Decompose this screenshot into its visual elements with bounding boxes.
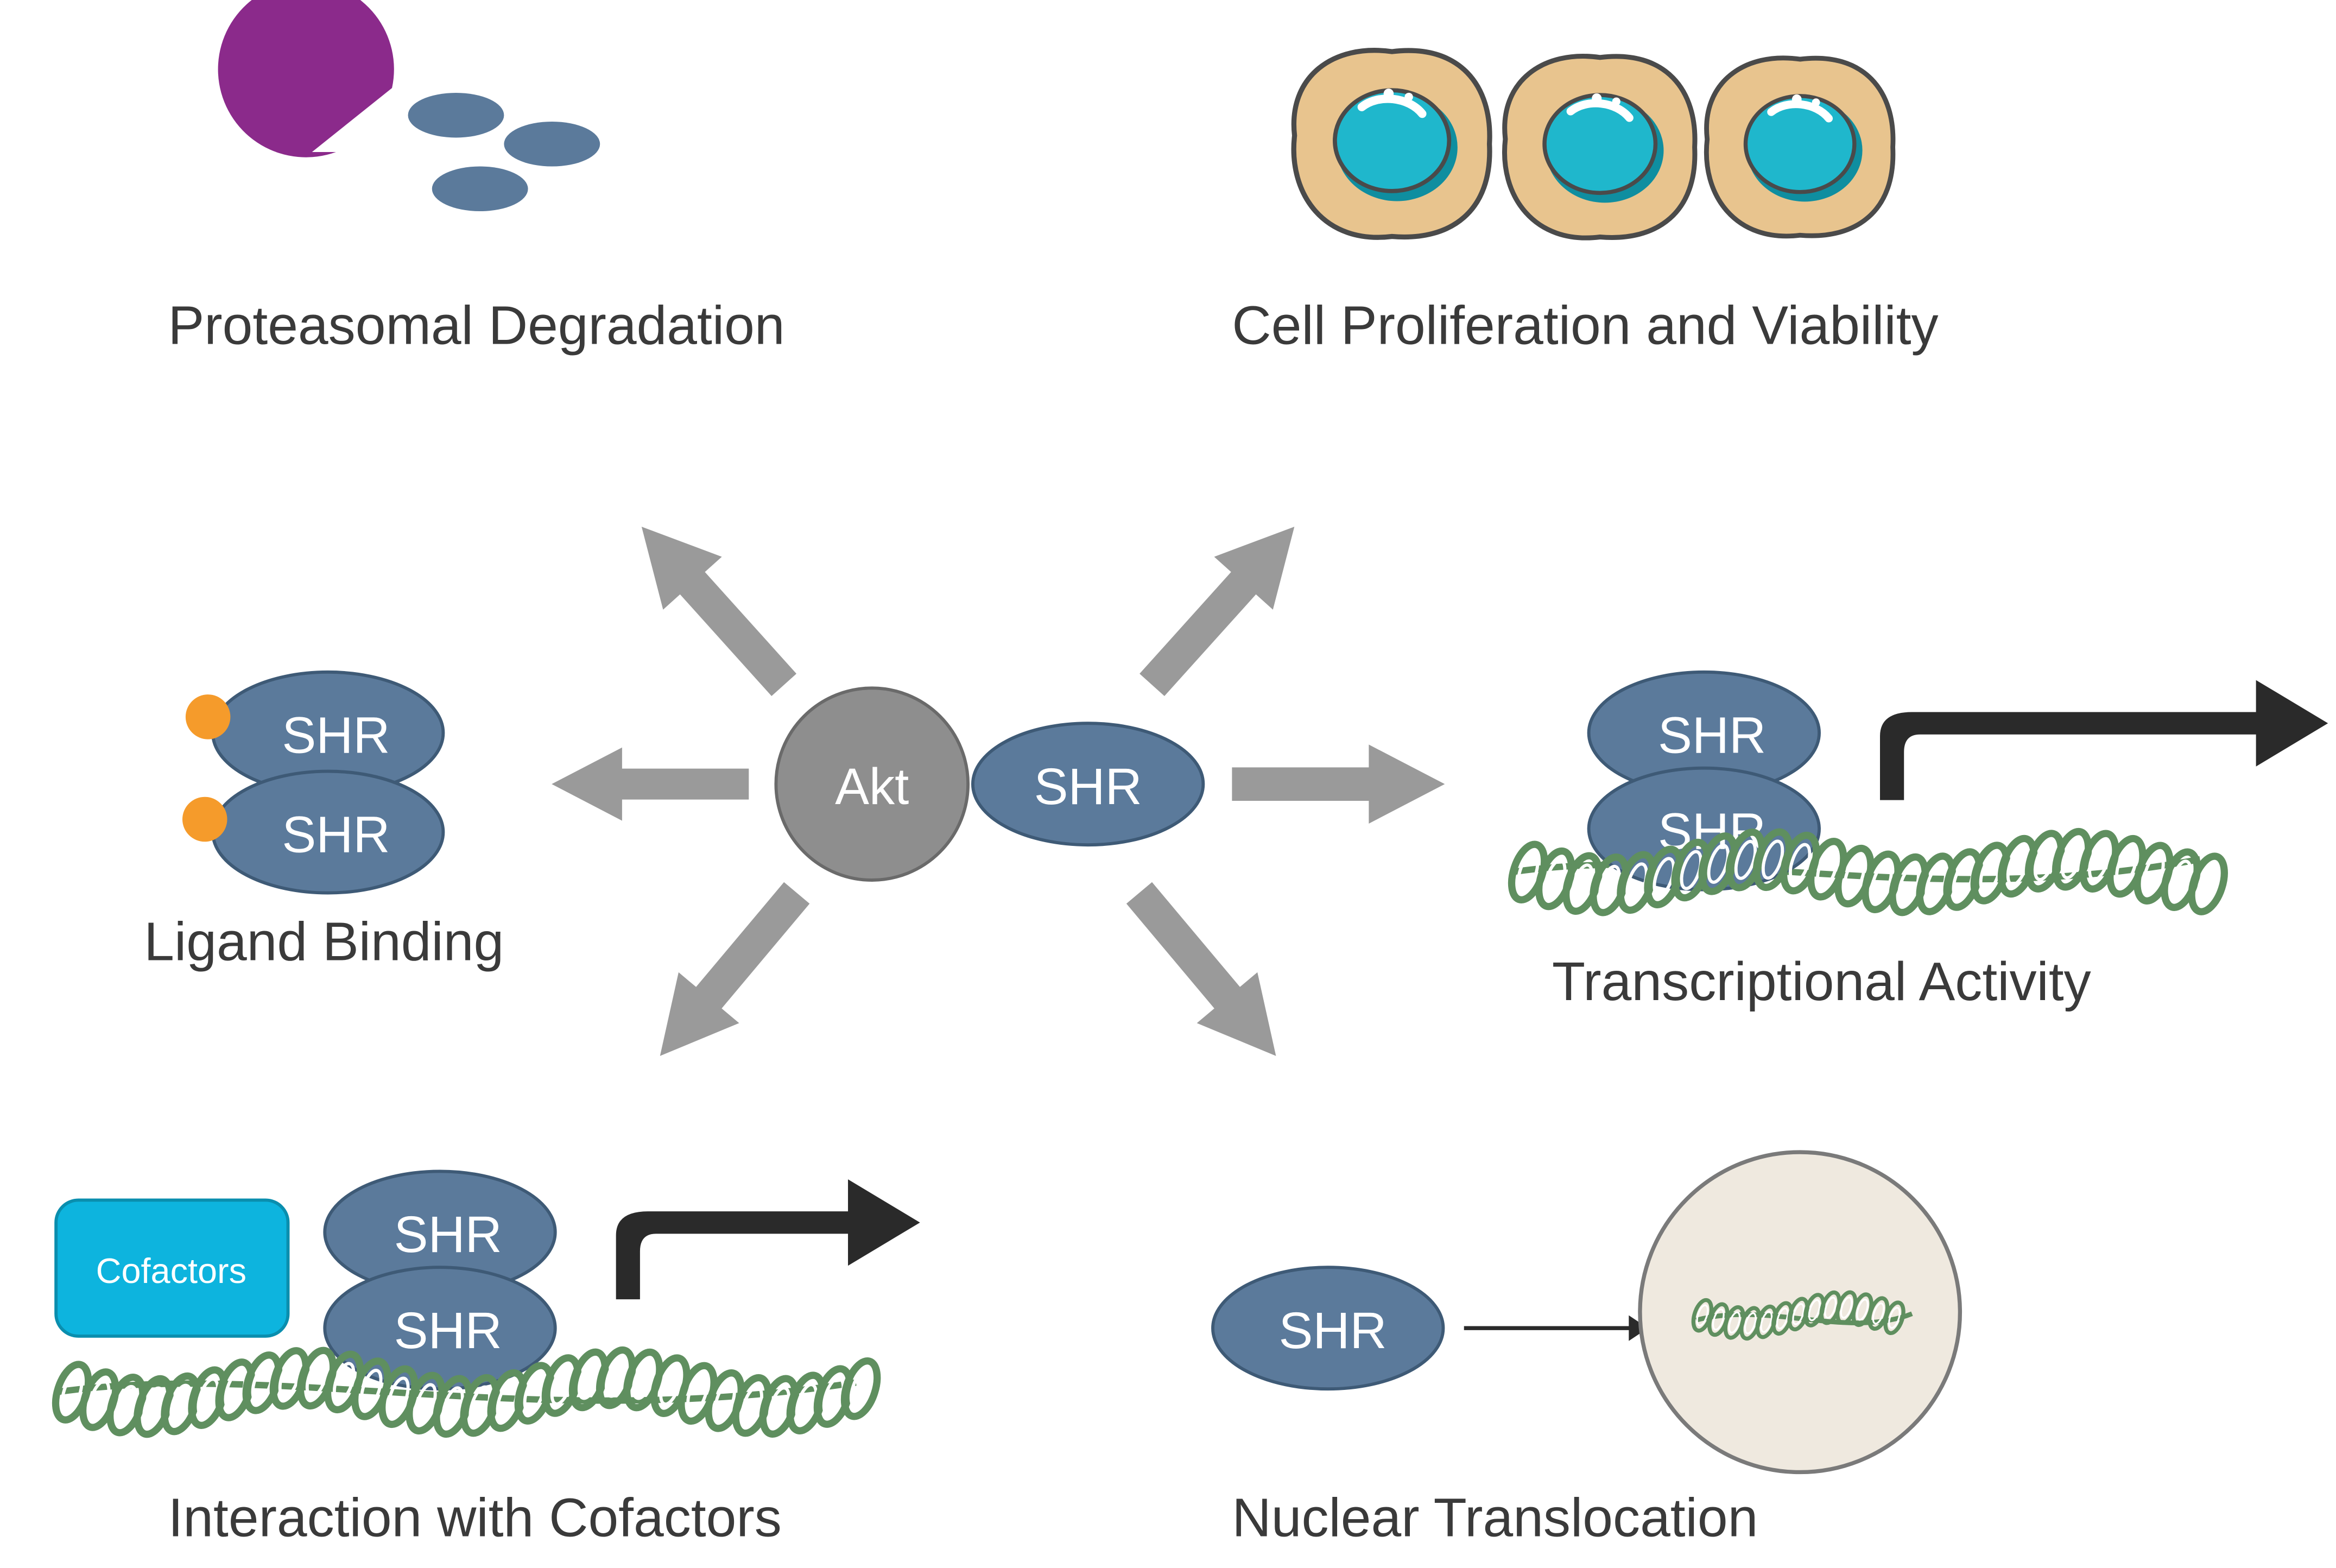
tx-shr-top-label: SHR <box>1658 707 1766 764</box>
cell-3 <box>1706 58 1893 236</box>
panel-proteasomal: Proteasomal Degradation <box>168 0 784 356</box>
label-ligand: Ligand Binding <box>144 911 504 972</box>
nucleus-circle <box>1640 1152 1960 1472</box>
panel-nuclear: SHR Nuclear Translocation <box>1213 1152 1960 1548</box>
fragment-2 <box>504 122 600 167</box>
arrow-to-proliferation <box>1123 500 1324 711</box>
arrow-to-proteasomal <box>612 500 813 711</box>
ligand-dot-1 <box>186 694 231 739</box>
arrow-to-ligand <box>552 748 749 821</box>
arrow-to-transcription <box>1232 744 1445 824</box>
cofactor-label: Cofactors <box>96 1251 246 1291</box>
proteasome-icon <box>218 0 394 157</box>
cof-shr-bottom-label: SHR <box>394 1302 502 1359</box>
fragment-1 <box>408 93 504 138</box>
akt-label: Akt <box>835 758 909 815</box>
panel-cofactors: Cofactors SHR SHR Interaction with Cofac… <box>56 1171 920 1548</box>
cell-1 <box>1294 50 1490 237</box>
label-proteasomal: Proteasomal Degradation <box>168 295 784 356</box>
label-cofactors: Interaction with Cofactors <box>168 1487 781 1548</box>
cof-shr-top-label: SHR <box>394 1206 502 1263</box>
arrow-to-cofactors <box>630 868 827 1082</box>
cell-2 <box>1504 56 1695 238</box>
ligand-shr-top-label: SHR <box>282 707 390 764</box>
ligand-dot-2 <box>182 797 227 842</box>
panel-transcription: SHR SHR Transcriptional Activity <box>1512 672 2328 1012</box>
arrow-to-nuclear <box>1109 868 1306 1082</box>
fragment-3 <box>432 167 528 212</box>
label-proliferation: Cell Proliferation and Viability <box>1232 295 1938 356</box>
panel-proliferation: Cell Proliferation and Viability <box>1232 50 1938 356</box>
label-nuclear: Nuclear Translocation <box>1232 1487 1758 1548</box>
transcription-arrow-icon <box>1880 680 2328 800</box>
center-complex: Akt SHR <box>776 688 1203 880</box>
nuc-shr-label: SHR <box>1279 1302 1387 1359</box>
label-transcription: Transcriptional Activity <box>1552 951 2091 1012</box>
panel-ligand: SHR SHR Ligand Binding <box>144 672 504 972</box>
cofactor-tx-arrow-icon <box>616 1179 920 1299</box>
center-shr-label: SHR <box>1034 758 1142 815</box>
ligand-shr-bottom-label: SHR <box>282 806 390 863</box>
